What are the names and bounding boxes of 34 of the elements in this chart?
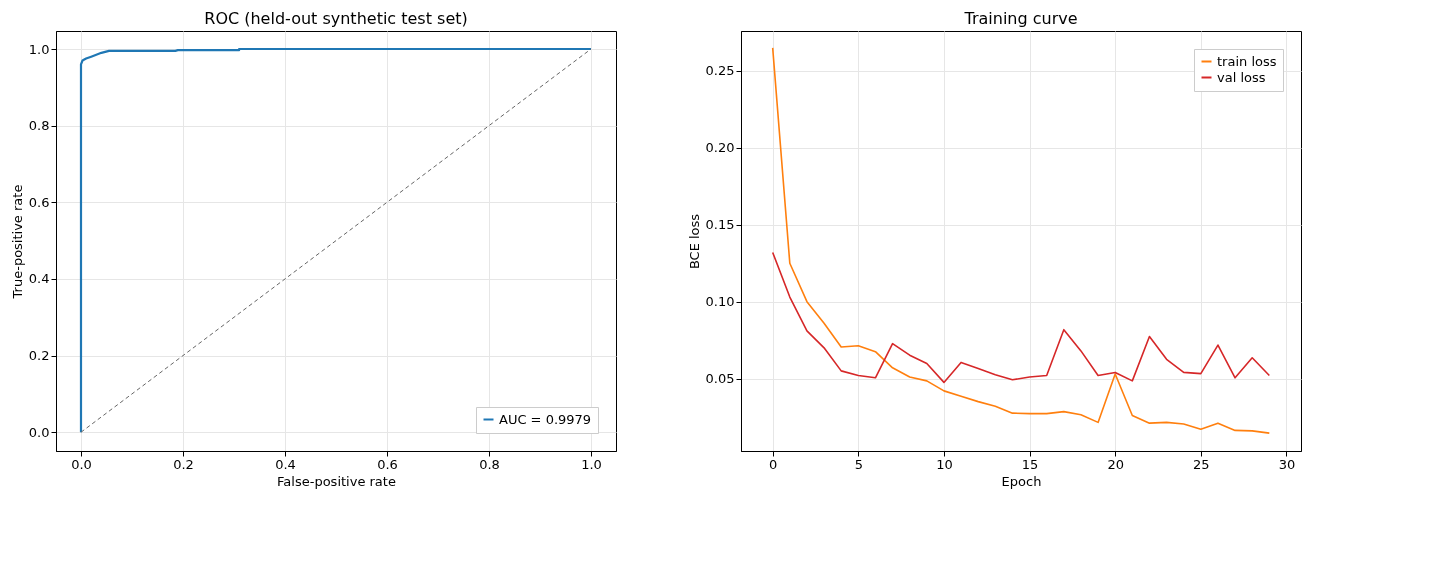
legend-label: val loss bbox=[1217, 69, 1266, 85]
x-tick-label: 1.0 bbox=[581, 456, 602, 472]
x-axis-title: False-positive rate bbox=[277, 473, 396, 489]
x-tick-label: 0 bbox=[769, 456, 778, 472]
y-tick-label: 0.10 bbox=[705, 294, 735, 310]
x-tick-label: 0.6 bbox=[377, 456, 398, 472]
line-series bbox=[771, 251, 1271, 384]
y-axis-title: BCE loss bbox=[686, 213, 702, 270]
x-tick-label: 0.8 bbox=[479, 456, 500, 472]
chart-title: ROC (held-out synthetic test set) bbox=[204, 9, 468, 28]
legend-label: AUC = 0.9979 bbox=[499, 411, 592, 427]
x-tick-label: 0.4 bbox=[275, 456, 296, 472]
y-tick-label: 0.4 bbox=[28, 271, 50, 287]
y-tick-label: 1.0 bbox=[28, 41, 50, 57]
x-axis-title: Epoch bbox=[1001, 473, 1042, 489]
y-tick-label: 0.8 bbox=[28, 118, 50, 134]
y-tick-label: 0.05 bbox=[705, 371, 735, 387]
x-tick-label: 20 bbox=[1107, 456, 1124, 472]
y-tick-label: 0.20 bbox=[705, 140, 735, 156]
y-tick-label: 0.25 bbox=[705, 63, 735, 79]
y-tick-label: 0.2 bbox=[28, 348, 50, 364]
y-axis-title: True-positive rate bbox=[9, 184, 25, 300]
y-tick-label: 0.0 bbox=[28, 424, 50, 440]
x-tick-label: 5 bbox=[854, 456, 863, 472]
x-tick-label: 0.2 bbox=[173, 456, 194, 472]
y-tick-label: 0.15 bbox=[705, 217, 735, 233]
legend-label: train loss bbox=[1217, 53, 1277, 69]
y-tick-label: 0.6 bbox=[28, 194, 50, 210]
x-tick-label: 15 bbox=[1021, 456, 1039, 472]
x-tick-label: 0.0 bbox=[71, 456, 92, 472]
x-tick-label: 25 bbox=[1193, 456, 1210, 472]
chart-title: Training curve bbox=[963, 9, 1078, 28]
x-tick-label: 10 bbox=[936, 456, 953, 472]
x-tick-label: 30 bbox=[1278, 456, 1296, 472]
